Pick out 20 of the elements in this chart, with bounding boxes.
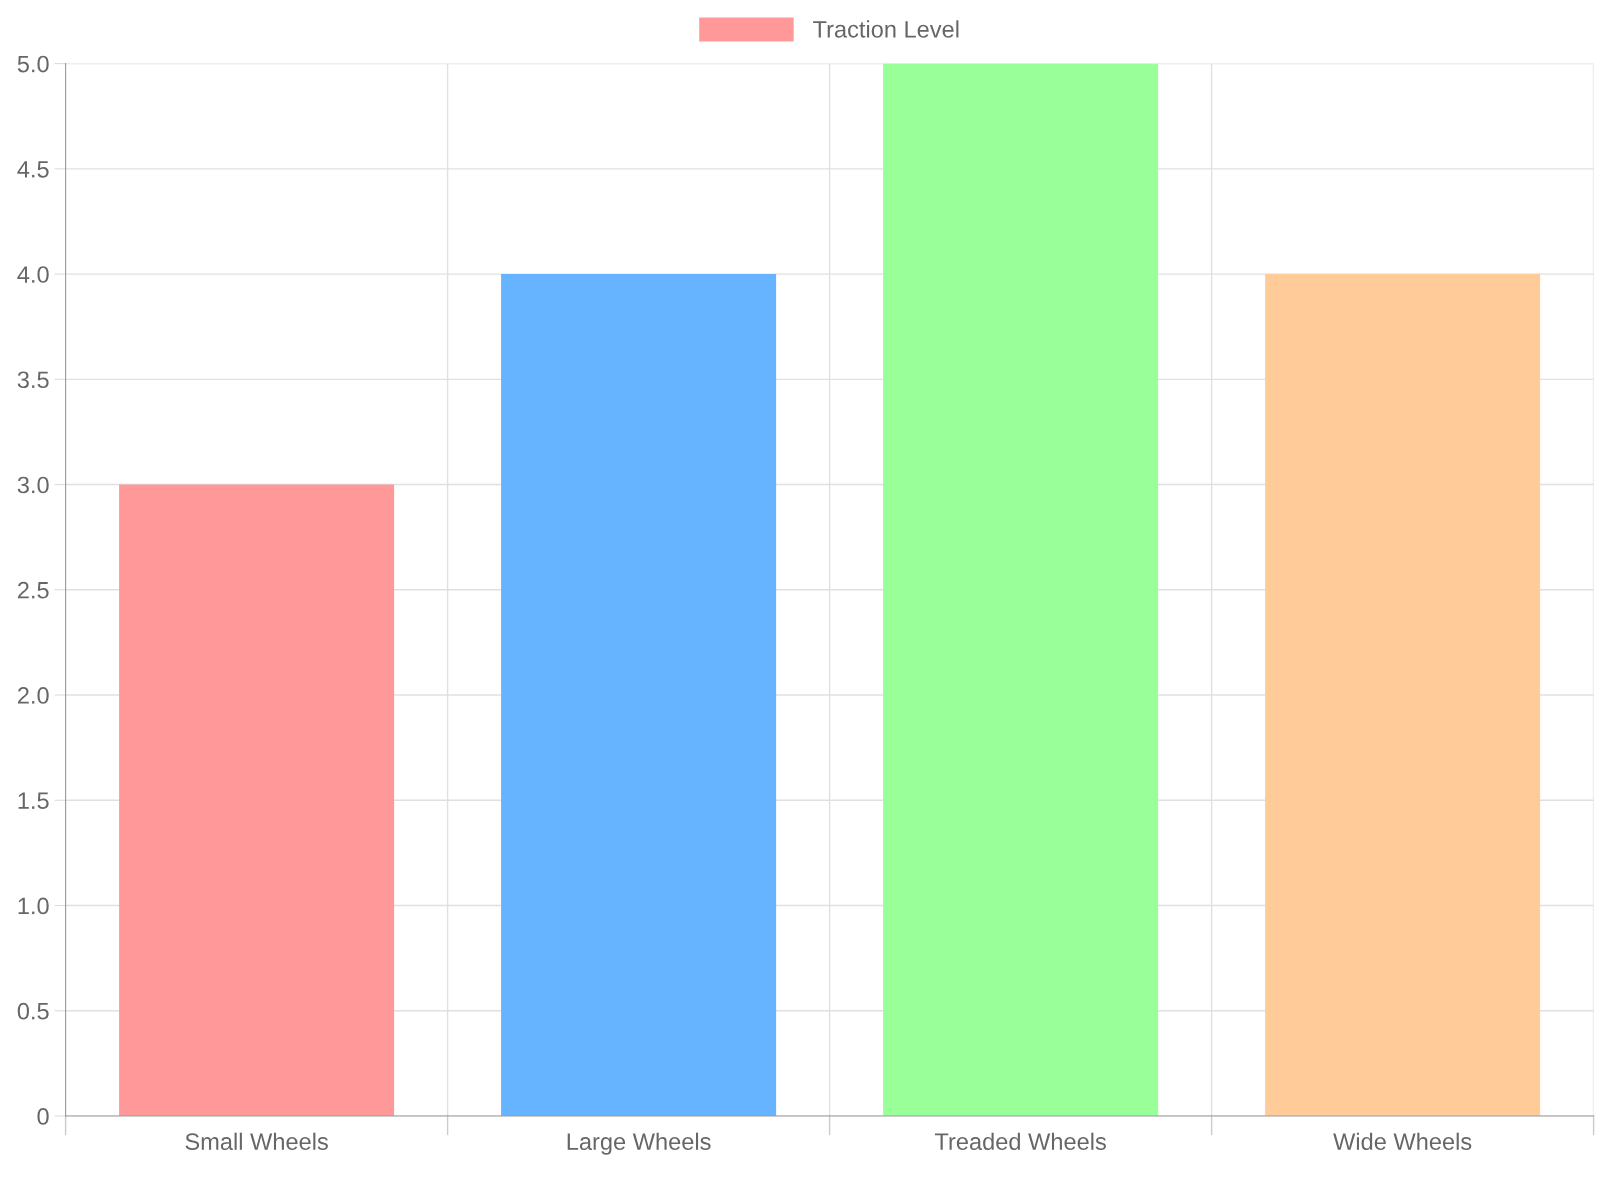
bar <box>501 274 777 1116</box>
y-tick-label: 1.5 <box>18 792 49 810</box>
x-tick-label: Small Wheels <box>185 1132 328 1151</box>
y-tick-label: 4.5 <box>17 161 49 178</box>
y-tick-label: 2.5 <box>18 581 49 599</box>
y-tick-label: 3.5 <box>17 371 49 389</box>
x-tick-label: Wide Wheels <box>1333 1132 1472 1151</box>
bar <box>119 484 395 1116</box>
y-tick-label: 4.0 <box>17 266 49 283</box>
y-tick-label: 5.0 <box>17 55 49 73</box>
x-tick-label: Treaded Wheels <box>934 1132 1106 1151</box>
legend-label: Traction Level <box>813 20 959 38</box>
y-tick-label: 2.0 <box>18 687 49 704</box>
bar <box>1265 274 1541 1116</box>
y-tick-label: 1.0 <box>18 897 49 915</box>
bar <box>883 63 1159 1116</box>
y-tick-label: 0 <box>37 1108 49 1125</box>
y-tick-label: 3.0 <box>17 476 49 494</box>
y-tick-label: 0.5 <box>17 1002 49 1020</box>
x-tick-label: Large Wheels <box>567 1132 711 1155</box>
